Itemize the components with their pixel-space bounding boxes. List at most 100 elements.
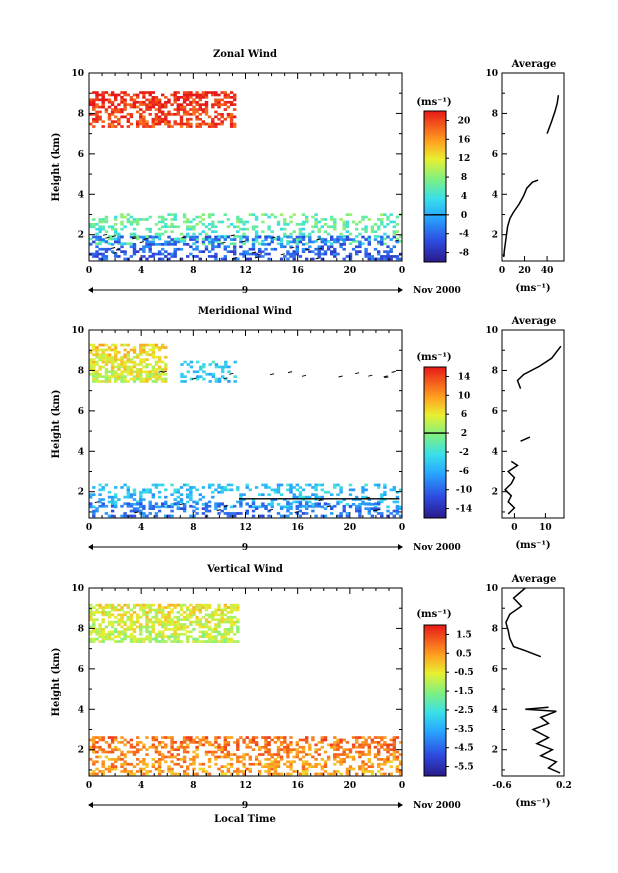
heatmap-cell [242,762,246,766]
heatmap-cell [92,117,96,121]
heatmap-cell [298,255,303,258]
heatmap-cell [267,772,271,776]
heatmap-cell [286,750,290,754]
heatmap-cell [251,247,256,251]
heatmap-cell [305,242,309,246]
heatmap-cell [211,125,215,128]
heatmap-cell [377,242,381,246]
heatmap-cell [161,483,165,487]
heatmap-cell [392,509,396,513]
heatmap-cell [182,98,187,102]
heatmap-cell [104,91,109,94]
heatmap-cell [198,743,202,747]
heatmap-cell [229,640,234,643]
heatmap-cell [201,103,206,106]
heatmap-cell [314,772,318,776]
heatmap-cell [305,483,309,487]
date-marker: 9 [242,286,248,296]
heatmap-cell [308,765,312,768]
date-axis-arrow-right [398,544,403,550]
heatmap-cell [279,227,284,231]
heatmap-cell [101,750,105,754]
heatmap-cell [173,215,177,219]
heatmap-cell [261,240,265,243]
heatmap-cell [157,772,162,776]
heatmap-cell [173,498,177,501]
heatmap-cell [104,230,109,233]
heatmap-cell [186,98,190,102]
heatmap-cell [264,762,268,766]
heatmap-cell [110,509,115,513]
heatmap-cell [157,122,162,126]
heatmap-cell [204,738,209,742]
contour-line [315,257,320,260]
heatmap-cell [395,500,400,504]
heatmap-cell [345,767,350,771]
heatmap-cell [342,507,346,510]
heatmap-cell [317,252,321,256]
heatmap-cell [173,615,177,619]
heatmap-cell [104,625,109,629]
heatmap-cell [189,623,193,626]
heatmap-cell [148,637,152,641]
heatmap-cell [164,500,168,504]
heatmap-cell [207,606,212,609]
heatmap-cell [205,372,209,376]
contour-line [230,234,235,237]
heatmap-cell [142,606,146,609]
heatmap-cell [267,503,271,506]
heatmap-cell [107,750,112,754]
heatmap-cell [373,230,378,233]
heatmap-cell [132,220,137,224]
heatmap-cell [311,215,315,219]
heatmap-cell [110,363,115,366]
heatmap-cell [145,91,149,94]
heatmap-cell [386,760,390,764]
heatmap-cell [129,514,134,518]
heatmap-cell [364,507,368,510]
heatmap-cell [123,753,127,756]
heatmap-cell [267,750,271,754]
heatmap-cell [236,738,240,742]
heatmap-cell [186,767,190,771]
heatmap-cell [214,363,219,366]
heatmap-cell [157,762,162,766]
heatmap-cell [170,736,174,739]
heatmap-cell [154,346,159,349]
heatmap-cell [270,738,274,742]
heatmap-cell [126,493,130,496]
heatmap-cell [148,632,152,636]
heatmap-cell [386,218,390,221]
heatmap-cell [214,377,219,381]
heatmap-cell [270,753,274,756]
heatmap-cell [242,252,246,256]
heatmap-cell [214,103,218,106]
heatmap-cell [148,630,152,634]
heatmap-cell [207,620,212,624]
heatmap-cell [192,620,196,624]
heatmap-cell [289,743,293,747]
heatmap-cell [301,227,306,231]
heatmap-cell [157,100,162,104]
heatmap-cell [110,250,115,253]
heatmap-cell [339,500,343,504]
heatmap-cell [154,100,159,104]
heatmap-cell [207,603,212,607]
heatmap-cell [107,380,112,383]
heatmap-cell [195,608,199,612]
heatmap-cell [189,611,193,614]
heatmap-cell [114,760,118,764]
heatmap-cell [242,741,246,744]
heatmap-cell [207,91,212,94]
heatmap-cell [183,360,187,364]
heatmap-cell [170,503,174,506]
heatmap-cell [207,509,212,513]
heatmap-cell [305,767,309,771]
heatmap-cell [314,758,318,761]
heatmap-cell [251,213,256,216]
contour-line [223,377,228,380]
heatmap-cell [336,240,340,244]
heatmap-cell [170,767,174,771]
heatmap-cell [136,613,140,617]
heatmap-cell [211,91,215,94]
